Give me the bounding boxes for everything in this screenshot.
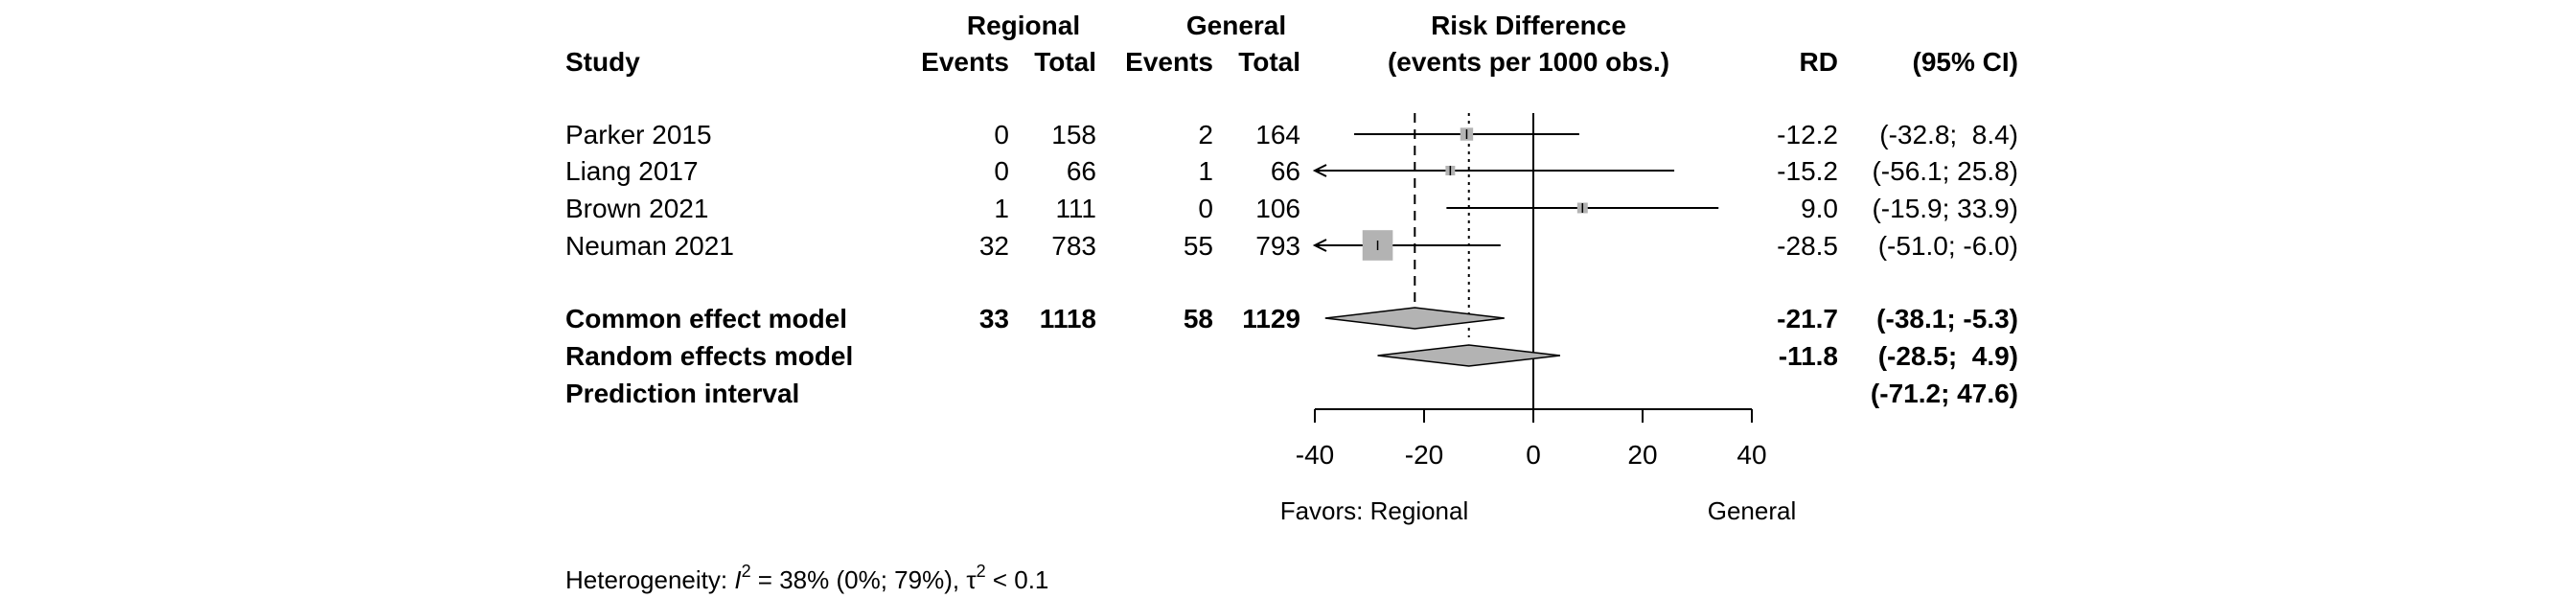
row-name: Neuman 2021	[565, 231, 734, 261]
x-axis: -40 -20 0 20 40 Favors: Regional General	[1280, 408, 1797, 525]
x-tick-label: -20	[1405, 440, 1443, 470]
rd-cell: -11.8	[1779, 341, 1838, 371]
total-regional-cell: 66	[1067, 156, 1096, 186]
rd-cell: -28.5	[1777, 231, 1838, 261]
header-effect-units: (events per 1000 obs.)	[1388, 47, 1669, 77]
ci-truncation-arrow	[1312, 239, 1327, 252]
x-tick-label: 20	[1627, 440, 1657, 470]
common-effect-diamond	[1324, 307, 1505, 330]
heterogeneity-prefix: Heterogeneity:	[565, 565, 734, 594]
total-general-cell: 164	[1255, 120, 1300, 150]
x-tick-label: 0	[1526, 440, 1541, 470]
ci-cell: (-32.8; 8.4)	[1879, 120, 2018, 150]
row-name: Random effects model	[565, 341, 853, 371]
total-regional-cell: 783	[1051, 231, 1096, 261]
heterogeneity-tau-value: < 0.1	[986, 565, 1049, 594]
header-general: General	[1186, 11, 1286, 40]
rd-cell: 9.0	[1801, 194, 1838, 223]
favors-right-label: General	[1708, 496, 1797, 525]
events-regional-cell: 1	[994, 194, 1009, 223]
header-total-regional: Total	[1034, 47, 1096, 77]
row-name: Parker 2015	[565, 120, 712, 150]
tau-symbol: τ	[966, 565, 977, 594]
ci-cell: (-28.5; 4.9)	[1878, 341, 2018, 371]
rd-cell: -12.2	[1777, 120, 1838, 150]
ci-cell: (-56.1; 25.8)	[1872, 156, 2018, 186]
heterogeneity-i2-value: = 38% (0%; 79%),	[751, 565, 967, 594]
events-general-cell: 55	[1184, 231, 1213, 261]
ci-truncation-arrow	[1312, 164, 1327, 177]
rd-cell: -15.2	[1777, 156, 1838, 186]
heterogeneity-text: Heterogeneity: I2 = 38% (0%; 79%), τ2 < …	[565, 562, 1048, 594]
row-name: Liang 2017	[565, 156, 699, 186]
i2-superscript: 2	[742, 562, 751, 581]
x-tick-label: 40	[1736, 440, 1766, 470]
row-name: Prediction interval	[565, 379, 799, 408]
x-tick-label: -40	[1296, 440, 1334, 470]
events-general-cell: 2	[1198, 120, 1213, 150]
table-rows: Parker 2015 0 158 2 164 -12.2 (-32.8; 8.4)Lian…	[565, 120, 2018, 408]
ci-cell: (-51.0; -6.0)	[1878, 231, 2018, 261]
favors-left-label: Favors: Regional	[1280, 496, 1469, 525]
ci-cell: (-38.1; -5.3)	[1876, 304, 2018, 334]
header-events-regional: Events	[921, 47, 1009, 77]
row-name: Brown 2021	[565, 194, 708, 223]
total-regional-cell: 158	[1051, 120, 1096, 150]
events-regional-cell: 32	[979, 231, 1009, 261]
random-effect-diamond	[1377, 344, 1561, 367]
ci-cell: (-15.9; 33.9)	[1872, 194, 2018, 223]
total-regional-cell: 111	[1055, 194, 1096, 223]
events-regional-cell: 33	[979, 304, 1009, 334]
i2-symbol: I	[734, 565, 741, 594]
events-general-cell: 1	[1198, 156, 1213, 186]
header-ci: (95% CI)	[1913, 47, 2018, 77]
events-general-cell: 0	[1198, 194, 1213, 223]
ci-cell: (-71.2; 47.6)	[1871, 379, 2018, 408]
forest-graphics	[1312, 113, 1719, 409]
events-regional-cell: 0	[994, 120, 1009, 150]
total-general-cell: 793	[1255, 231, 1300, 261]
events-regional-cell: 0	[994, 156, 1009, 186]
header-rd: RD	[1800, 47, 1838, 77]
total-general-cell: 66	[1271, 156, 1300, 186]
total-general-cell: 106	[1255, 194, 1300, 223]
header-study: Study	[565, 47, 640, 77]
total-regional-cell: 1118	[1040, 304, 1096, 334]
total-general-cell: 1129	[1242, 304, 1300, 334]
header-total-general: Total	[1238, 47, 1300, 77]
header-regional: Regional	[967, 11, 1080, 40]
tau-superscript: 2	[977, 562, 986, 581]
rd-cell: -21.7	[1777, 304, 1838, 334]
events-general-cell: 58	[1184, 304, 1213, 334]
row-name: Common effect model	[565, 304, 847, 334]
header-effect-measure: Risk Difference	[1431, 11, 1626, 40]
header-events-general: Events	[1125, 47, 1213, 77]
column-headers: Study Regional General Events Total Even…	[565, 11, 2018, 77]
